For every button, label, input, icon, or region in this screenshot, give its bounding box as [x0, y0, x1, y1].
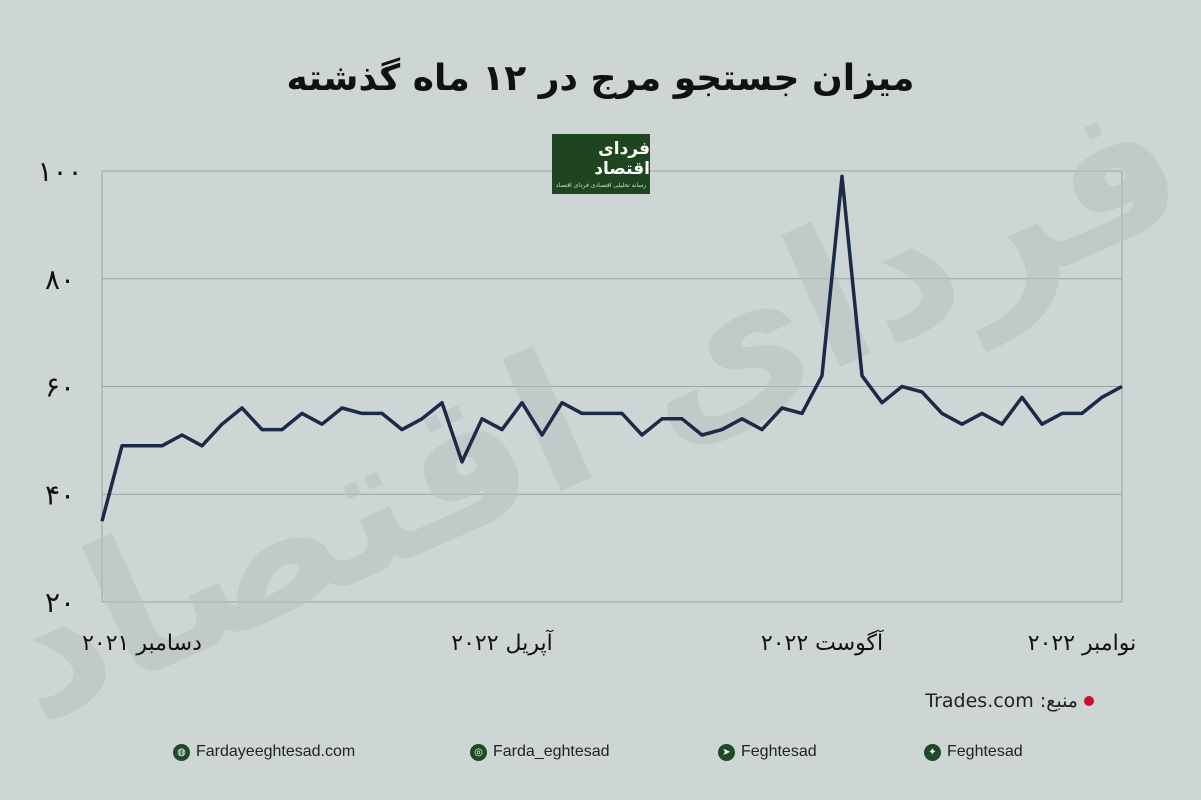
series-line: [100, 174, 1123, 522]
source-note: منبع: Trades.com: [925, 690, 1094, 712]
y-tick-label: ۴۰: [45, 478, 75, 511]
y-tick-label: ۸۰: [45, 263, 75, 296]
logo-name: فردای اقتصاد: [594, 139, 650, 179]
globe-icon: ◍: [173, 743, 190, 761]
brand-logo: فردای اقتصاد رسانه تحلیلی اقتصادی فردای …: [552, 134, 650, 194]
chart-title: میزان جستجو مرج در ۱۲ ماه گذشته: [286, 58, 915, 99]
instagram-text[interactable]: Farda_eghtesad: [493, 743, 610, 760]
source-value: Trades.com: [925, 690, 1034, 712]
x-tick-label: آپریل ۲۰۲۲: [451, 629, 553, 656]
instagram-icon: ◎: [470, 743, 487, 761]
y-tick-label: ۶۰: [45, 371, 75, 404]
source-label: منبع:: [1039, 690, 1078, 712]
logo-tagline: رسانه تحلیلی اقتصادی فردای اقتصاد: [555, 182, 647, 189]
x-tick-label: آگوست ۲۰۲۲: [761, 629, 884, 656]
twitter-text[interactable]: Feghtesad: [947, 743, 1023, 760]
telegram-text[interactable]: Feghtesad: [741, 743, 817, 760]
telegram-icon: ➤: [718, 743, 735, 761]
bullet-dot-icon: [1084, 696, 1094, 706]
footer-website[interactable]: ◍ Fardayeeghtesad.com: [173, 740, 355, 764]
footer-twitter[interactable]: ✦ Feghtesad: [924, 740, 1023, 764]
x-tick-label: دسامبر ۲۰۲۱: [82, 631, 202, 656]
x-tick-label: نوامبر ۲۰۲۲: [1028, 631, 1136, 656]
y-tick-label: ۱۰۰: [37, 155, 82, 188]
website-text[interactable]: Fardayeeghtesad.com: [196, 743, 356, 760]
y-tick-label: ۲۰: [45, 586, 75, 619]
footer-instagram[interactable]: ◎ Farda_eghtesad: [470, 740, 610, 764]
twitter-icon: ✦: [924, 743, 941, 761]
footer-telegram[interactable]: ➤ Feghtesad: [718, 740, 817, 764]
